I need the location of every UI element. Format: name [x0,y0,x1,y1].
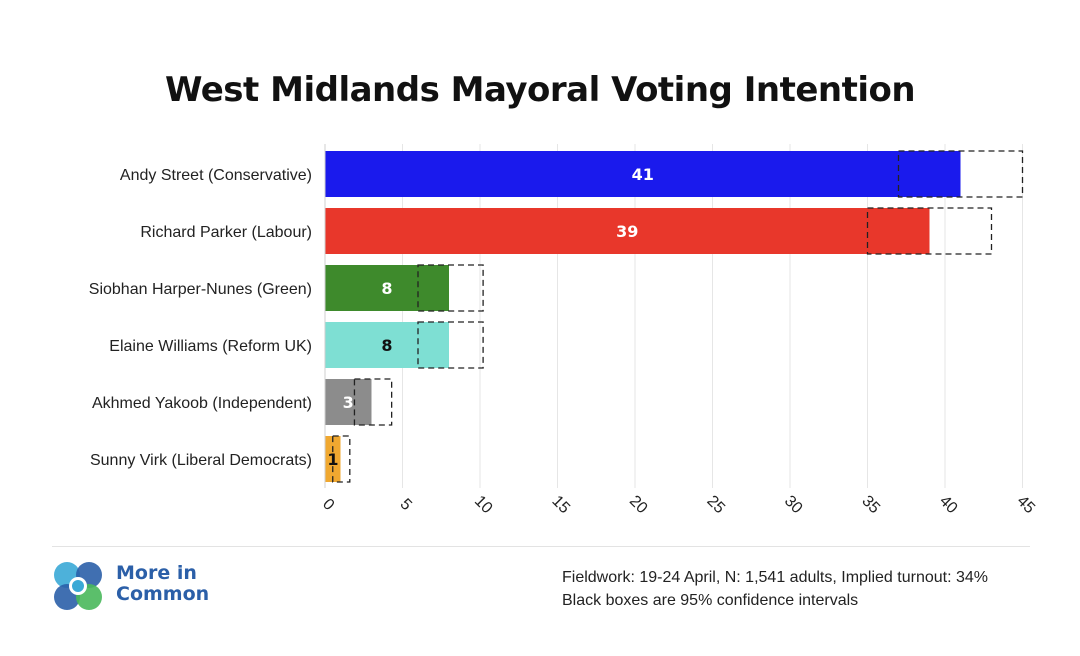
x-tick-label: 30 [781,493,806,518]
footer-divider [52,546,1030,547]
bar [325,379,372,425]
bar [325,151,961,197]
confidence-note: Black boxes are 95% confidence intervals [562,592,859,609]
logo-line-2: Common [116,583,210,605]
confidence-interval-box [866,207,993,255]
x-tick-label: 25 [703,493,728,518]
category-label: Elaine Williams (Reform UK) [109,338,312,355]
bar-chart: Andy Street (Conservative) 41 Richard Park… [89,144,1038,518]
confidence-interval-box [897,150,1024,198]
logo-line-1: More in [116,562,197,584]
x-tick-label: 15 [548,493,573,518]
category-label: Richard Parker (Labour) [140,224,312,241]
chart-title: West Midlands Mayoral Voting Intention [164,70,916,110]
bar [325,208,930,254]
logo-icon [54,562,102,610]
category-label: Sunny Virk (Liberal Democrats) [90,452,312,469]
x-tick-label: 5 [397,496,415,514]
data-label: 41 [632,165,654,184]
confidence-interval-box [417,264,484,312]
bar [325,322,449,368]
chart-notes: Fieldwork: 19-24 April, N: 1,541 adults,… [562,566,988,612]
more-in-common-logo: More in Common [52,560,252,612]
x-tick-label: 40 [936,493,961,518]
category-label: Akhmed Yakoob (Independent) [92,395,312,412]
x-tick-label: 10 [471,493,496,518]
category-label: Andy Street (Conservative) [120,167,312,184]
confidence-interval-box [417,321,484,369]
x-tick-label: 35 [858,493,883,518]
data-label: 3 [343,393,354,412]
category-label: Siobhan Harper-Nunes (Green) [89,281,312,298]
x-tick-label: 45 [1013,493,1038,518]
bar [325,265,449,311]
data-label: 1 [327,450,338,469]
data-label: 39 [616,222,638,241]
data-label: 8 [381,279,392,298]
x-tick-label: 0 [319,496,337,514]
x-tick-label: 20 [626,493,651,518]
confidence-interval-box [353,378,393,426]
confidence-interval-box [332,435,351,483]
data-label: 8 [381,336,392,355]
fieldwork-note: Fieldwork: 19-24 April, N: 1,541 adults,… [562,569,988,586]
